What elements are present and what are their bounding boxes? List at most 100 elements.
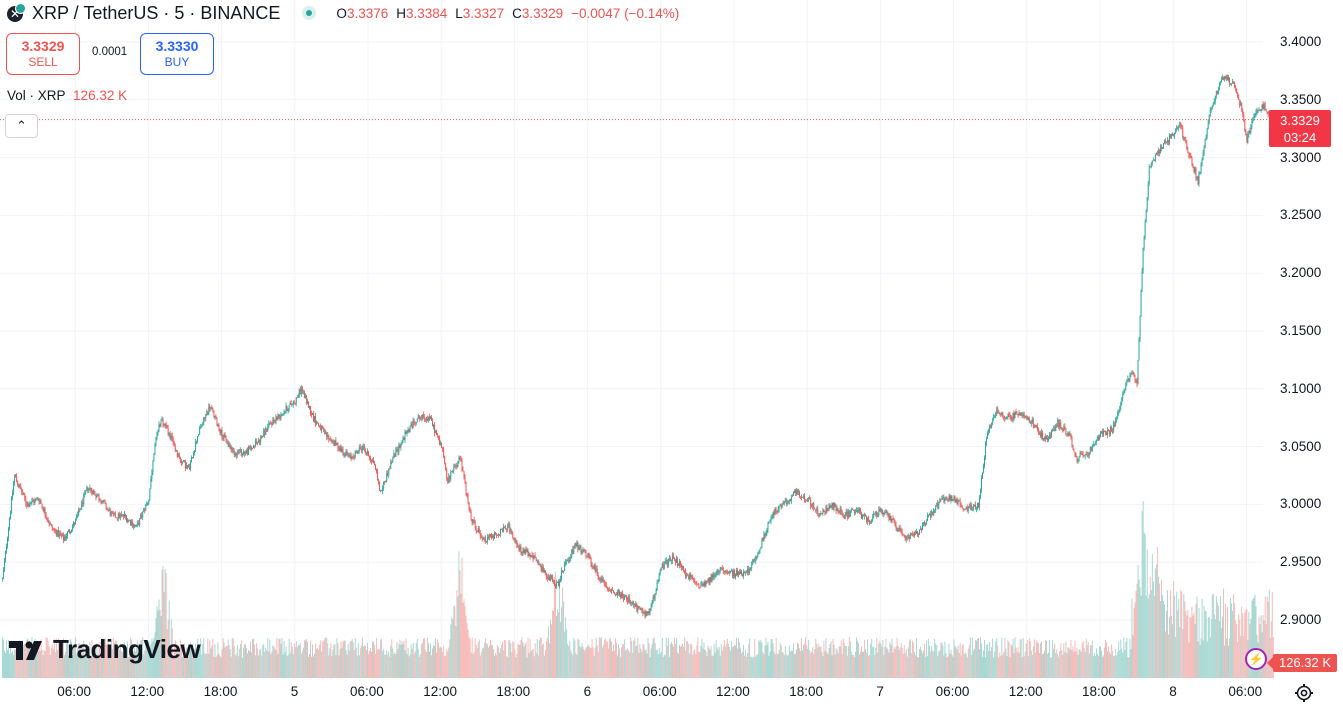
volume-bar: [515, 657, 517, 678]
price-axis-label[interactable]: 3.0000: [1280, 496, 1322, 512]
volume-bar: [643, 644, 645, 678]
price-axis-label[interactable]: 3.1000: [1280, 380, 1322, 396]
volume-bar: [568, 646, 570, 678]
candle-body: [887, 512, 889, 516]
volume-bar: [1044, 650, 1045, 678]
price-axis-label[interactable]: 2.9000: [1280, 612, 1322, 627]
price-axis-label[interactable]: 3.1500: [1280, 323, 1322, 338]
candle-body: [69, 530, 70, 533]
time-axis-label[interactable]: 06:00: [1228, 684, 1263, 699]
time-axis-label[interactable]: 12:00: [716, 684, 750, 699]
candle-body: [546, 577, 548, 580]
candle-body: [469, 508, 471, 512]
price-axis-label[interactable]: 3.2000: [1280, 265, 1322, 281]
volume-bar: [992, 638, 994, 678]
volume-bar: [577, 638, 579, 678]
candle-body: [1201, 159, 1203, 165]
candle-body: [674, 557, 675, 560]
volume-bar: [133, 651, 135, 678]
sell-button[interactable]: 3.3329 SELL: [6, 33, 80, 75]
volume-bar: [485, 643, 487, 678]
candle-body: [47, 519, 49, 523]
volume-bar: [206, 654, 208, 678]
time-axis-label[interactable]: 8: [1169, 684, 1177, 699]
time-axis-label[interactable]: 06:00: [642, 684, 677, 699]
volume-bar: [154, 632, 156, 678]
volume-bar: [268, 651, 270, 678]
collapse-legend-button[interactable]: ⌃: [5, 114, 38, 138]
time-axis-label[interactable]: 18:00: [203, 684, 238, 699]
candle-body: [462, 469, 464, 472]
candle-body: [969, 504, 971, 508]
candle-body: [217, 425, 219, 426]
volume-bar: [475, 644, 477, 678]
candle-body: [373, 460, 374, 464]
time-axis-label[interactable]: 06:00: [935, 684, 970, 699]
time-axis-label[interactable]: 12:00: [130, 684, 165, 699]
time-axis-label[interactable]: 12:00: [423, 684, 457, 699]
volume-bar: [1027, 656, 1029, 678]
time-axis-label[interactable]: 06:00: [350, 684, 384, 699]
price-axis-label[interactable]: 3.2500: [1280, 207, 1322, 223]
time-axis-label[interactable]: 18:00: [789, 684, 823, 699]
volume-bar: [628, 650, 630, 678]
time-axis-label[interactable]: 5: [290, 684, 299, 699]
time-axis-label[interactable]: 06:00: [57, 684, 91, 699]
lightning-icon[interactable]: ⚡: [1245, 648, 1267, 670]
candle-body: [422, 414, 424, 418]
time-axis-label[interactable]: 6: [583, 684, 592, 699]
volume-bar: [1161, 579, 1162, 678]
volume-bar: [1006, 656, 1008, 678]
candle-body: [1210, 109, 1212, 111]
gear-icon[interactable]: [1294, 683, 1314, 703]
volume-bar: [961, 645, 963, 678]
buy-button[interactable]: 3.3330 BUY: [140, 33, 214, 75]
price-axis-label[interactable]: 3.4000: [1280, 34, 1322, 49]
candle-body: [1215, 91, 1217, 96]
volume-bar: [362, 646, 364, 678]
candle-body: [1072, 445, 1074, 450]
candle-body: [850, 509, 852, 511]
candle-body: [739, 572, 740, 574]
price-axis-label[interactable]: 3.3500: [1280, 91, 1322, 107]
volume-bar: [941, 642, 943, 678]
volume-bar: [547, 626, 549, 678]
price-axis-label[interactable]: 2.9500: [1280, 554, 1322, 570]
volume-bar: [519, 644, 521, 678]
volume-bar: [988, 651, 990, 678]
volume-bar: [884, 646, 886, 678]
volume-legend-label[interactable]: Vol · XRP: [7, 88, 66, 103]
candle-body: [1040, 433, 1041, 437]
candle-body: [744, 572, 746, 574]
candle-body: [1186, 143, 1188, 150]
candle-body: [1043, 438, 1044, 440]
volume-bar: [921, 650, 922, 678]
time-axis-label[interactable]: 7: [876, 684, 884, 699]
candle-body: [1143, 237, 1145, 249]
candle-body: [740, 570, 741, 574]
price-axis-label[interactable]: 3.3000: [1280, 149, 1322, 165]
time-axis-label[interactable]: 12:00: [1008, 684, 1043, 699]
price-axis-label[interactable]: 3.0500: [1280, 438, 1322, 454]
volume-bar: [479, 655, 481, 678]
volume-bar: [274, 648, 276, 678]
candle-body: [535, 557, 537, 561]
time-axis-label[interactable]: 18:00: [1082, 684, 1116, 699]
candle-body: [1178, 125, 1180, 129]
candle-body: [303, 391, 305, 398]
volume-bar: [284, 652, 286, 678]
time-axis-label[interactable]: 18:00: [496, 684, 531, 699]
candle-body: [444, 456, 446, 464]
candle-body: [583, 549, 585, 551]
volume-bar: [186, 648, 187, 678]
volume-bar: [849, 641, 851, 678]
candle-body: [1079, 453, 1081, 457]
volume-bar: [1260, 615, 1262, 678]
symbol-title[interactable]: XRP / TetherUS · 5 · BINANCE: [32, 2, 281, 23]
candle-body: [258, 439, 260, 443]
candle-body: [988, 430, 990, 433]
candle-body: [787, 501, 789, 503]
tradingview-logo[interactable]: TradingView: [9, 634, 201, 665]
